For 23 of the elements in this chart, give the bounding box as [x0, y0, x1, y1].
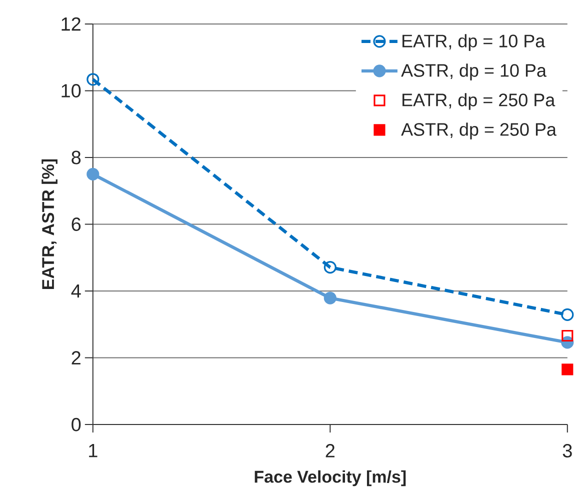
y-tick-label: 2 [72, 350, 80, 364]
point [562, 363, 574, 376]
y-tick-label: 10 [62, 84, 81, 98]
point [324, 260, 336, 274]
y-tick-label: 12 [62, 17, 80, 30]
x-tick-label: 2 [326, 444, 334, 458]
legend-label: EATR, dp = 250 Pa [402, 92, 556, 110]
y-tick-label: 4 [71, 284, 81, 298]
y-tick-label: 0 [72, 418, 81, 432]
point [86, 168, 100, 180]
legend-label: ASTR, dp = 250 Pa [401, 122, 556, 140]
x-tick-label: 1 [89, 444, 98, 457]
point [561, 308, 574, 321]
point [324, 292, 336, 304]
point [562, 330, 574, 342]
y-axis-title: EATR, ASTR [%] [42, 159, 58, 289]
x-tick-label: 3 [562, 444, 572, 458]
y-tick-label: 8 [72, 150, 81, 164]
legend-label: ASTR, dp = 10 Pa [401, 63, 546, 80]
y-tick-label: 6 [72, 217, 81, 231]
point [86, 72, 100, 86]
legend-label: EATR, dp = 10 Pa [402, 34, 546, 51]
x-axis-title: Face Velocity [m/s] [254, 470, 406, 486]
